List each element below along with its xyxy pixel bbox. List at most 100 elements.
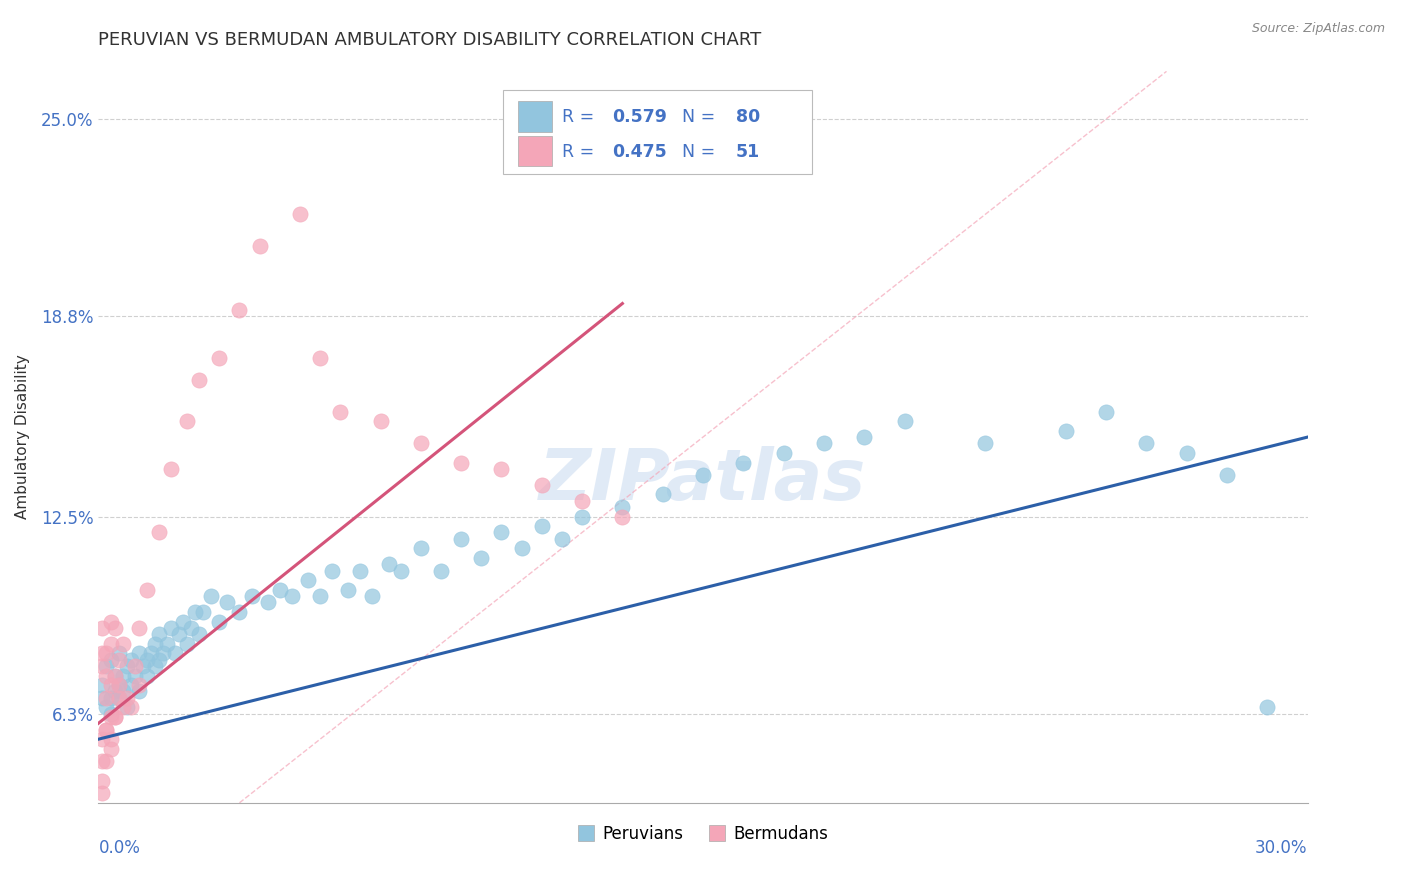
Point: [228, 605, 250, 619]
Point: [530, 519, 553, 533]
Point: [349, 564, 371, 578]
Text: Source: ZipAtlas.com: Source: ZipAtlas.com: [1251, 22, 1385, 36]
Point: [128, 621, 150, 635]
Point: [772, 446, 794, 460]
Point: [100, 637, 122, 651]
Point: [148, 627, 170, 641]
Point: [115, 700, 138, 714]
Point: [184, 605, 207, 619]
Text: 0.579: 0.579: [613, 108, 668, 126]
Point: [111, 700, 134, 714]
Point: [172, 615, 194, 629]
Point: [120, 700, 142, 714]
Point: [1256, 700, 1278, 714]
Point: [409, 541, 432, 556]
Point: [309, 351, 332, 365]
Point: [200, 589, 222, 603]
Point: [571, 509, 593, 524]
Point: [100, 678, 122, 692]
Point: [115, 690, 138, 705]
Point: [176, 414, 198, 428]
Point: [103, 621, 125, 635]
Point: [377, 558, 399, 572]
Point: [128, 684, 150, 698]
Point: [612, 500, 634, 514]
Point: [692, 468, 714, 483]
Point: [91, 659, 114, 673]
Point: [269, 582, 291, 597]
Point: [107, 646, 129, 660]
Point: [96, 690, 118, 705]
Point: [491, 525, 513, 540]
Point: [281, 589, 304, 603]
Point: [96, 668, 118, 682]
Point: [240, 589, 263, 603]
Point: [120, 678, 142, 692]
Text: 51: 51: [735, 143, 759, 161]
Point: [256, 595, 278, 609]
Point: [430, 564, 453, 578]
Y-axis label: Ambulatory Disability: Ambulatory Disability: [15, 355, 30, 519]
Point: [813, 436, 835, 450]
Text: R =: R =: [561, 143, 599, 161]
Text: 0.0%: 0.0%: [98, 839, 141, 857]
Point: [115, 659, 138, 673]
Point: [107, 653, 129, 667]
Point: [103, 684, 125, 698]
Point: [91, 786, 114, 800]
Point: [100, 690, 122, 705]
Text: 30.0%: 30.0%: [1256, 839, 1308, 857]
Point: [152, 646, 174, 660]
Point: [893, 414, 915, 428]
Point: [91, 732, 114, 747]
Point: [100, 710, 122, 724]
Point: [124, 668, 146, 682]
Point: [132, 659, 155, 673]
Legend: Peruvians, Bermudans: Peruvians, Bermudans: [571, 818, 835, 849]
Bar: [517, 102, 553, 132]
Point: [107, 678, 129, 692]
Point: [91, 690, 114, 705]
Point: [551, 532, 574, 546]
Point: [96, 659, 118, 673]
Point: [143, 659, 166, 673]
Point: [389, 564, 412, 578]
Point: [409, 436, 432, 450]
Point: [91, 678, 114, 692]
Point: [135, 582, 157, 597]
Point: [1135, 436, 1157, 450]
Text: N =: N =: [682, 143, 716, 161]
Point: [337, 582, 360, 597]
Point: [103, 668, 125, 682]
Text: PERUVIAN VS BERMUDAN AMBULATORY DISABILITY CORRELATION CHART: PERUVIAN VS BERMUDAN AMBULATORY DISABILI…: [98, 31, 762, 49]
Point: [530, 477, 553, 491]
Point: [135, 668, 157, 682]
Point: [249, 239, 271, 253]
Point: [107, 678, 129, 692]
Point: [111, 668, 134, 682]
FancyBboxPatch shape: [503, 90, 811, 174]
Point: [128, 646, 150, 660]
Point: [228, 302, 250, 317]
Point: [148, 525, 170, 540]
Point: [96, 723, 118, 737]
Point: [288, 207, 311, 221]
Point: [309, 589, 332, 603]
Point: [100, 732, 122, 747]
Point: [491, 462, 513, 476]
Point: [974, 436, 997, 450]
Point: [96, 700, 118, 714]
Point: [361, 589, 384, 603]
Point: [100, 653, 122, 667]
Point: [103, 710, 125, 724]
Point: [510, 541, 533, 556]
Point: [160, 621, 183, 635]
Point: [103, 710, 125, 724]
Point: [120, 653, 142, 667]
Point: [208, 615, 231, 629]
Point: [193, 605, 215, 619]
Point: [1175, 446, 1198, 460]
Text: N =: N =: [682, 108, 716, 126]
Point: [450, 456, 472, 470]
Point: [163, 646, 186, 660]
